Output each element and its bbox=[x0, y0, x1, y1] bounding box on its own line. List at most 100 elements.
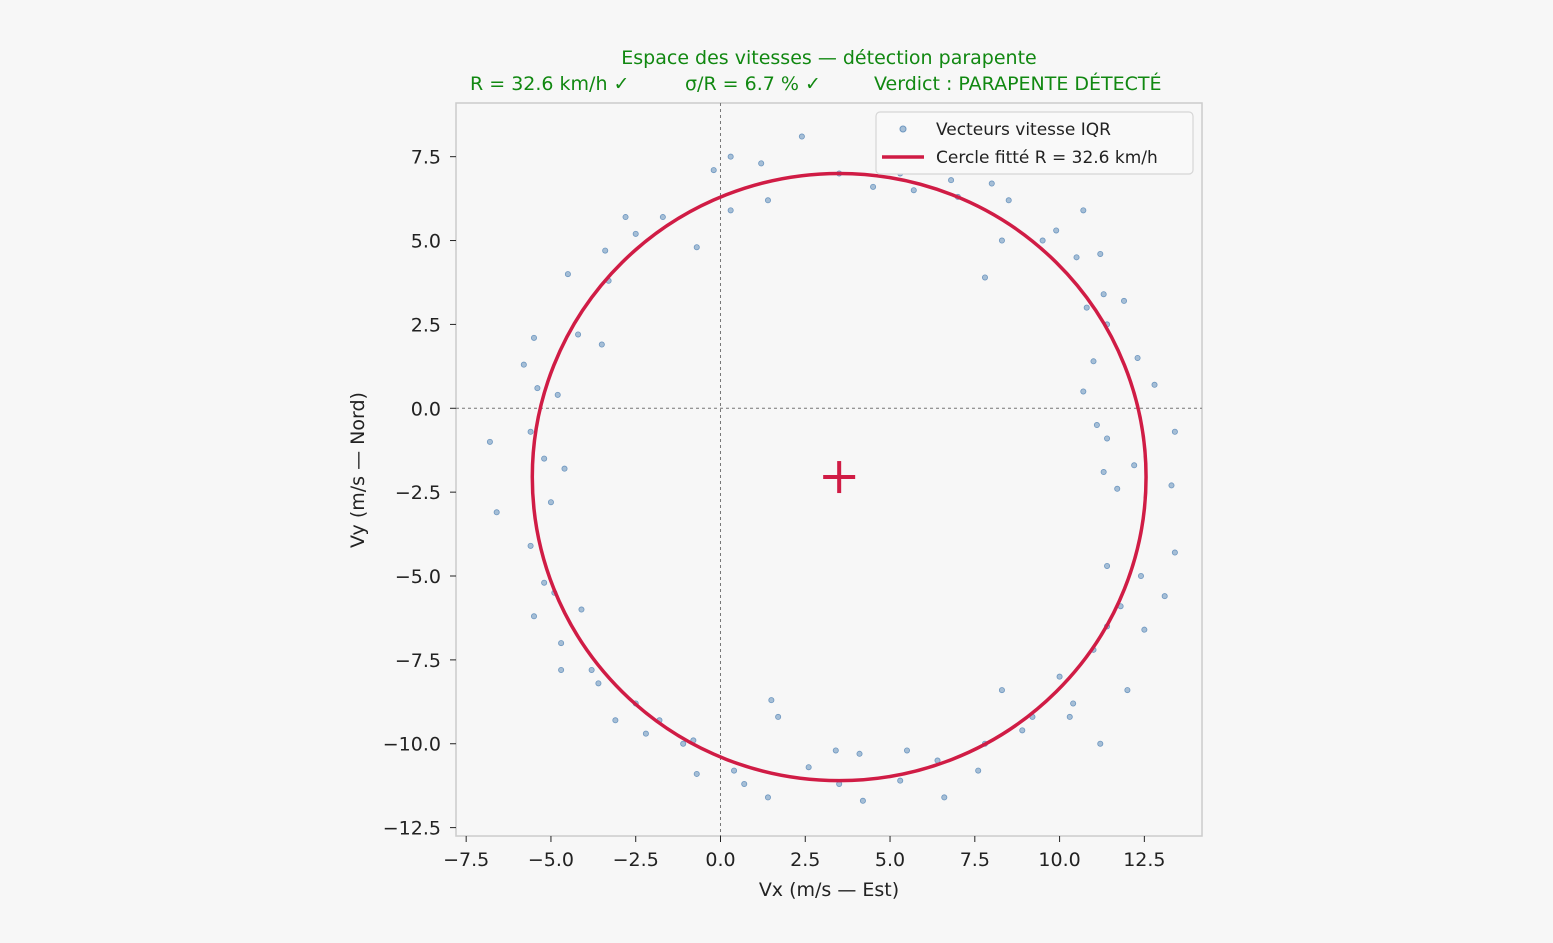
velocity-point bbox=[1053, 227, 1060, 234]
center-marker-layer bbox=[823, 461, 856, 494]
velocity-point bbox=[798, 133, 805, 140]
y-axis-label: Vy (m/s — Nord) bbox=[347, 392, 369, 548]
velocity-point bbox=[493, 509, 500, 516]
velocity-point bbox=[1005, 197, 1012, 204]
velocity-point bbox=[1137, 573, 1144, 580]
legend-scatter-marker bbox=[899, 125, 907, 133]
velocity-point bbox=[832, 747, 839, 754]
zero-reference-lines bbox=[456, 103, 1202, 836]
velocity-point bbox=[1104, 435, 1111, 442]
y-tick-label: 5.0 bbox=[411, 231, 441, 253]
x-tick-label: 10.0 bbox=[1038, 849, 1080, 871]
velocity-point bbox=[622, 214, 629, 221]
x-tick-label: 12.5 bbox=[1123, 849, 1165, 871]
x-tick-label: 0.0 bbox=[705, 849, 735, 871]
velocity-point bbox=[731, 767, 738, 774]
velocity-point bbox=[941, 794, 948, 801]
velocity-point bbox=[1131, 462, 1138, 469]
velocity-point bbox=[903, 747, 910, 754]
velocity-point bbox=[1093, 422, 1100, 429]
velocity-point bbox=[1097, 740, 1104, 747]
velocity-point bbox=[554, 391, 561, 398]
x-tick-label: 5.0 bbox=[875, 849, 905, 871]
velocity-point bbox=[578, 606, 585, 613]
y-axis-ticks: 7.5 5.0 2.5 0.0 −2.5 −5.0 −7.5 −10.0 −12.5 bbox=[383, 147, 456, 840]
y-tick-label: 0.0 bbox=[411, 398, 441, 420]
velocity-point bbox=[1056, 673, 1063, 680]
velocity-point bbox=[1039, 237, 1046, 244]
plot-area bbox=[455, 102, 1203, 837]
velocity-point bbox=[598, 341, 605, 348]
x-tick-label: −2.5 bbox=[613, 849, 659, 871]
velocity-point bbox=[727, 153, 734, 160]
velocity-point bbox=[632, 230, 639, 237]
velocity-point bbox=[541, 579, 548, 586]
velocity-point bbox=[558, 666, 565, 673]
velocity-point bbox=[1090, 358, 1097, 365]
velocity-point bbox=[1114, 485, 1121, 492]
velocity-point bbox=[486, 438, 493, 445]
velocity-point bbox=[710, 167, 717, 174]
velocity-point bbox=[741, 781, 748, 788]
x-tick-label: −5.0 bbox=[528, 849, 574, 871]
velocity-point bbox=[520, 361, 527, 368]
y-tick-label: −5.0 bbox=[395, 566, 441, 588]
velocity-point bbox=[1134, 354, 1141, 361]
velocity-point bbox=[897, 777, 904, 784]
velocity-point bbox=[975, 767, 982, 774]
velocity-point bbox=[642, 730, 649, 737]
fitted-circle-layer bbox=[530, 171, 1148, 783]
velocity-point bbox=[910, 187, 917, 194]
y-tick-label: −12.5 bbox=[383, 818, 441, 840]
velocity-point bbox=[1141, 626, 1148, 633]
velocity-point bbox=[527, 542, 534, 549]
y-tick-label: 2.5 bbox=[411, 314, 441, 336]
velocity-point bbox=[870, 183, 877, 190]
velocity-point bbox=[547, 499, 554, 506]
velocity-point bbox=[575, 331, 582, 338]
velocity-point bbox=[988, 180, 995, 187]
velocity-point bbox=[805, 764, 812, 771]
velocity-point bbox=[775, 713, 782, 720]
velocity-point bbox=[998, 687, 1005, 694]
velocity-point bbox=[612, 717, 619, 724]
velocity-point bbox=[1104, 562, 1111, 569]
legend-box bbox=[875, 111, 1194, 175]
velocity-point bbox=[727, 207, 734, 214]
chart-title-line2-verdict: Verdict : PARAPENTE DÉTECTÉ bbox=[874, 72, 1162, 95]
velocity-point bbox=[588, 666, 595, 673]
y-tick-label: −10.0 bbox=[383, 734, 441, 756]
fitted-circle bbox=[530, 171, 1148, 783]
velocity-point bbox=[530, 613, 537, 620]
velocity-point bbox=[680, 740, 687, 747]
legend-label-circle: Cercle fitté R = 32.6 km/h bbox=[936, 148, 1158, 168]
velocity-point bbox=[1097, 250, 1104, 257]
velocity-point bbox=[595, 680, 602, 687]
velocity-point bbox=[859, 797, 866, 804]
velocity-point bbox=[1019, 727, 1026, 734]
velocity-point bbox=[558, 640, 565, 647]
velocity-point bbox=[1100, 469, 1107, 476]
velocity-point bbox=[693, 244, 700, 251]
velocity-point bbox=[758, 160, 765, 167]
x-tick-label: 2.5 bbox=[790, 849, 820, 871]
velocity-point bbox=[1070, 700, 1077, 707]
velocity-point bbox=[764, 197, 771, 204]
velocity-point bbox=[530, 334, 537, 341]
velocity-point bbox=[1151, 381, 1158, 388]
y-tick-label: −7.5 bbox=[395, 650, 441, 672]
velocity-point bbox=[1171, 549, 1178, 556]
velocity-point bbox=[561, 465, 568, 472]
velocity-point bbox=[998, 237, 1005, 244]
velocity-point bbox=[527, 428, 534, 435]
velocity-point bbox=[1083, 304, 1090, 311]
x-tick-label: 7.5 bbox=[960, 849, 990, 871]
velocity-point bbox=[534, 385, 541, 392]
velocity-point bbox=[1124, 687, 1131, 694]
legend-label-points: Vecteurs vitesse IQR bbox=[936, 120, 1111, 140]
velocity-point bbox=[1073, 254, 1080, 261]
velocity-point bbox=[856, 750, 863, 757]
velocity-point bbox=[1161, 593, 1168, 600]
velocity-point bbox=[764, 794, 771, 801]
chart-title-line2-radius: R = 32.6 km/h ✓ bbox=[470, 73, 629, 95]
